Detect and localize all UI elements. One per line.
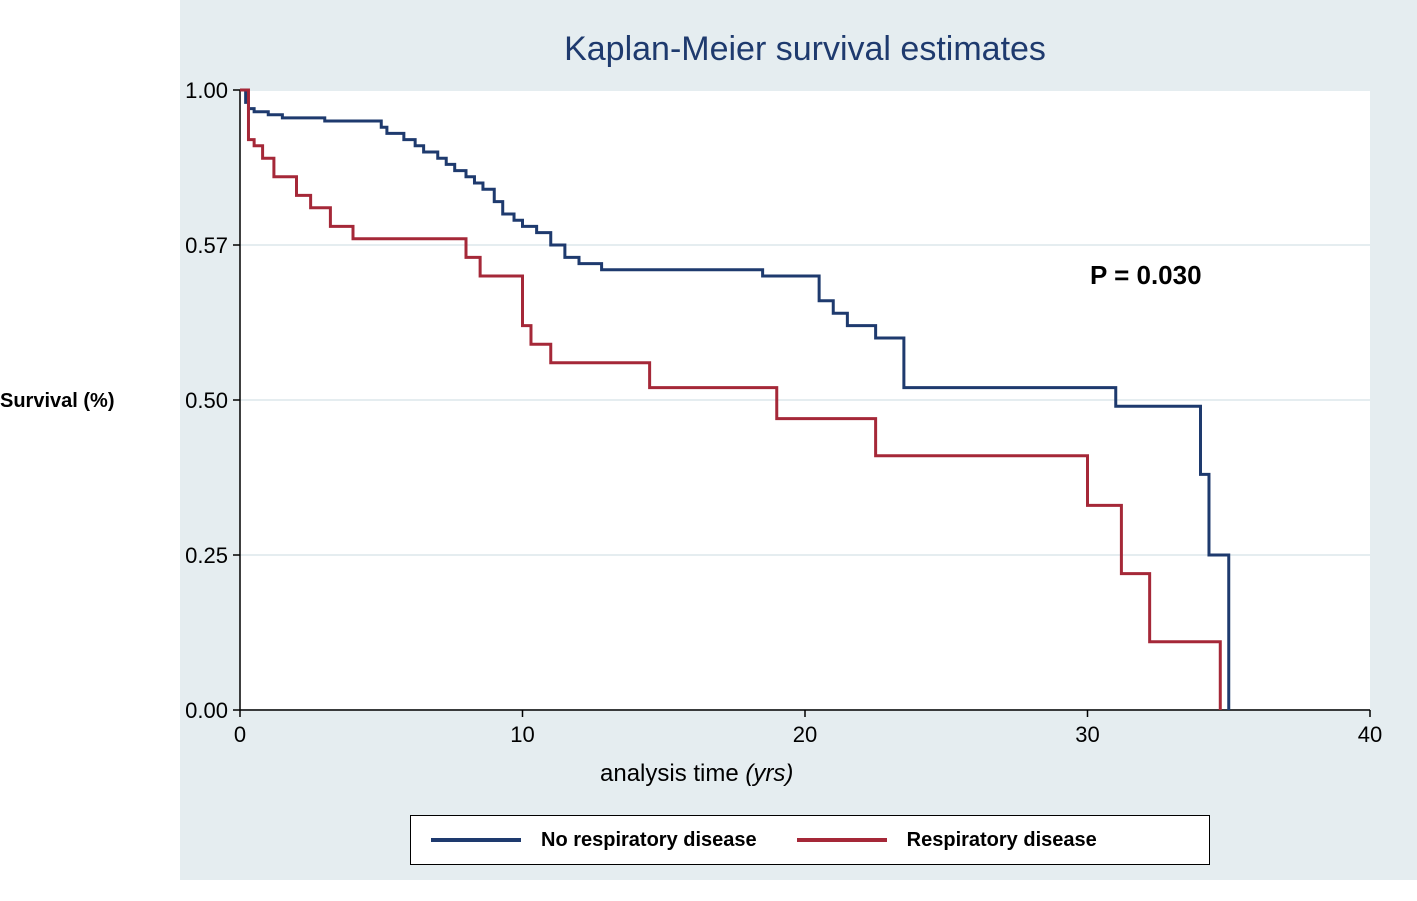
y-tick-label: 0.50	[168, 388, 228, 414]
legend-line-swatch	[431, 838, 521, 842]
x-tick-label: 30	[1068, 722, 1108, 748]
x-axis-label: analysis time (yrs)	[600, 760, 793, 788]
legend-box: No respiratory disease Respiratory diseas…	[410, 815, 1210, 865]
y-tick-label: 0.00	[168, 698, 228, 724]
y-tick-label: 1.00	[168, 78, 228, 104]
legend-line-swatch	[797, 838, 887, 842]
legend-item: No respiratory disease	[431, 829, 757, 852]
x-axis-label-text: analysis time	[600, 760, 745, 787]
x-axis-label-unit: (yrs)	[745, 760, 793, 787]
x-tick-label: 20	[785, 722, 825, 748]
y-axis-label: Survival (%)	[0, 390, 114, 413]
km-chart-container: Kaplan-Meier survival estimates Survival…	[0, 0, 1417, 901]
y-tick-label: 0.57	[168, 233, 228, 259]
legend-label: Respiratory disease	[907, 829, 1097, 852]
x-tick-label: 40	[1350, 722, 1390, 748]
x-tick-label: 10	[503, 722, 543, 748]
legend-label: No respiratory disease	[541, 829, 757, 852]
x-tick-label: 0	[220, 722, 260, 748]
p-value-annotation: P = 0.030	[1090, 260, 1202, 291]
chart-title: Kaplan-Meier survival estimates	[240, 30, 1370, 69]
y-tick-label: 0.25	[168, 543, 228, 569]
legend-item: Respiratory disease	[797, 829, 1097, 852]
